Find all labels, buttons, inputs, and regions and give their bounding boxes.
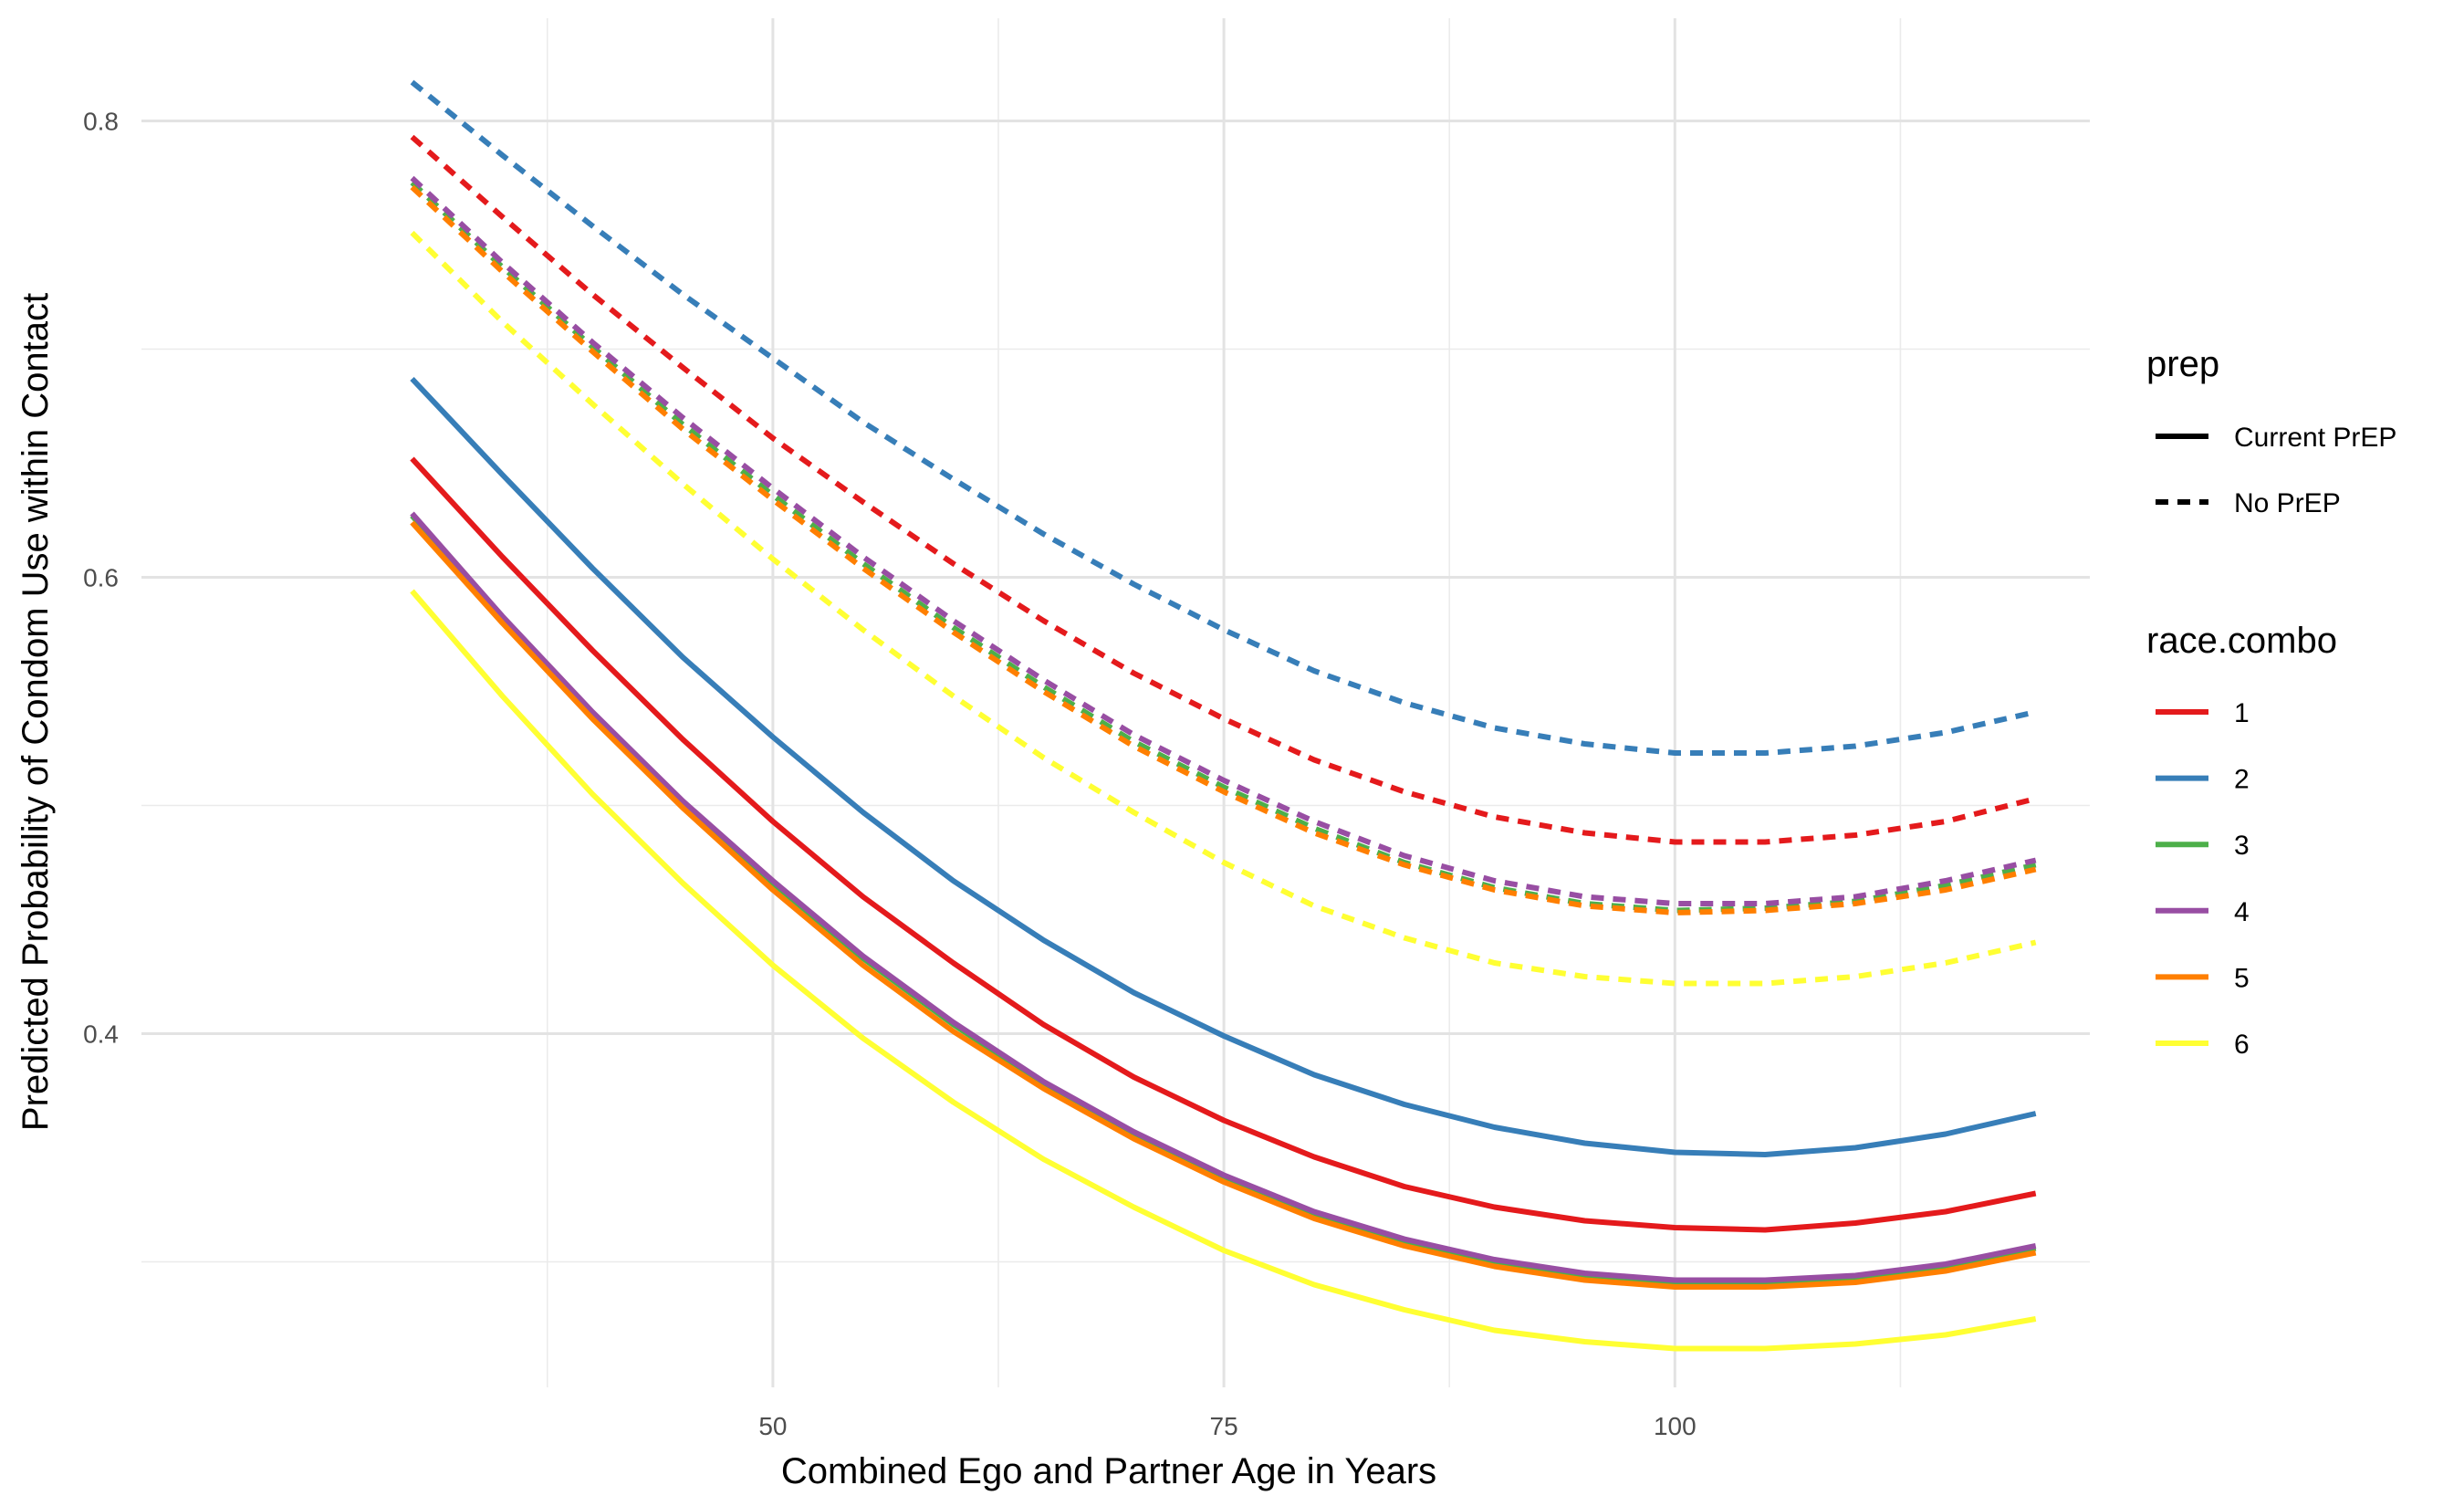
series-line-race-5-current-prep xyxy=(410,520,2037,1290)
x-axis-title: Combined Ego and Partner Age in Years xyxy=(781,1451,1436,1491)
legend-race-label: 1 xyxy=(2234,698,2250,728)
series-line-race-1-no-prep xyxy=(410,134,2037,845)
legend-prep: prep Current PrEP No PrEP xyxy=(2146,344,2396,518)
legend-prep-label: No PrEP xyxy=(2234,488,2341,518)
series-line-race-2-current-prep xyxy=(410,376,2037,1157)
legend-race-label: 2 xyxy=(2234,765,2250,795)
x-tick-label: 100 xyxy=(1654,1412,1697,1440)
series-line-race-4-no-prep xyxy=(410,175,2037,906)
series-line-race-2-no-prep xyxy=(410,79,2037,756)
x-tick-label: 50 xyxy=(758,1412,787,1440)
legend-race-entries: 1 2 3 4 5 6 xyxy=(2156,698,2250,1060)
series-line-race-6-no-prep xyxy=(410,230,2037,987)
series-line-race-4-current-prep xyxy=(410,511,2037,1283)
legend-race-label: 4 xyxy=(2234,897,2250,927)
series-lines xyxy=(410,79,2037,1352)
series-line-race-5-no-prep xyxy=(410,184,2037,915)
legend-race-label: 5 xyxy=(2234,963,2250,993)
legend-prep-label: Current PrEP xyxy=(2234,423,2396,453)
y-tick-label: 0.6 xyxy=(83,564,119,592)
y-tick-label: 0.4 xyxy=(83,1020,119,1049)
legend-prep-title: prep xyxy=(2146,344,2219,384)
minor-gridlines xyxy=(141,18,2090,1387)
series-line-race-3-no-prep xyxy=(410,180,2037,914)
legend-race-title: race.combo xyxy=(2146,621,2337,661)
y-axis-title: Predicted Probability of Condom Use with… xyxy=(16,293,56,1131)
y-tick-label: 0.8 xyxy=(83,108,119,136)
legend-prep-entries: Current PrEP No PrEP xyxy=(2156,423,2396,518)
legend-race-label: 6 xyxy=(2234,1030,2250,1060)
x-tick-label: 75 xyxy=(1210,1412,1238,1440)
major-gridlines xyxy=(141,18,2090,1387)
tick-labels: 50 75 100 0.4 0.6 0.8 xyxy=(83,108,1697,1441)
series-line-race-1-current-prep xyxy=(410,456,2037,1233)
legend-race-combo: race.combo 1 2 3 4 5 6 xyxy=(2146,621,2337,1060)
legend-race-label: 3 xyxy=(2234,831,2250,861)
series-line-race-6-current-prep xyxy=(410,589,2037,1352)
